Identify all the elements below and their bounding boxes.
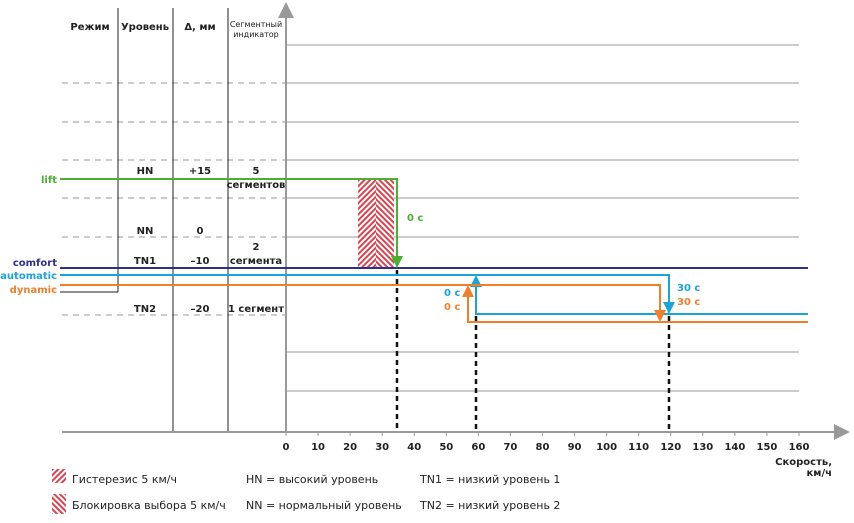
cell: –20 (191, 304, 210, 315)
x-tick-label: 30 (375, 442, 389, 453)
timer: 30 с (677, 283, 700, 294)
legend-text: TN1 = низкий уровень 1 (419, 473, 560, 486)
legend-text: Гистерезис 5 км/ч (72, 473, 177, 486)
cell: 0 (197, 226, 204, 237)
x-tick-label: 110 (628, 442, 649, 453)
cell: +15 (189, 166, 211, 177)
mode-labels: lift comfort automatic dynamic (0, 175, 57, 296)
timer: 0 с (444, 302, 460, 313)
mode-label: dynamic (10, 285, 57, 296)
headers: Режим Уровень Δ, мм Сегментный индикатор (70, 20, 282, 39)
x-ticks: 0 10 20 30 40 50 60 70 80 90 100 110 120 130 140 150 160 (283, 432, 810, 453)
axis-label: км/ч (807, 468, 832, 479)
cell: 5 (253, 166, 260, 177)
cell: HN (137, 166, 154, 177)
timer: 0 с (407, 213, 423, 224)
cell: –10 (191, 256, 210, 267)
legend-swatch (52, 469, 66, 483)
x-tick-label: 50 (439, 442, 453, 453)
x-tick-label: 0 (283, 442, 290, 453)
table-lines (60, 8, 229, 432)
x-tick-label: 40 (407, 442, 421, 453)
axis-label: Скорость, (775, 457, 832, 468)
x-tick-label: 90 (568, 442, 582, 453)
x-tick-label: 150 (757, 442, 778, 453)
mode-label: comfort (13, 258, 57, 269)
x-tick-label: 10 (311, 442, 325, 453)
x-tick-label: 60 (471, 442, 485, 453)
legend-text: Блокировка выбора 5 км/ч (72, 499, 226, 512)
cell: TN1 (134, 256, 156, 267)
cell: TN2 (134, 304, 156, 315)
x-tick-label: 70 (503, 442, 517, 453)
x-tick-label: 100 (596, 442, 617, 453)
legend-swatch (52, 494, 66, 514)
rows: HN +15 5 сегментов NN 0 TN1 –10 2 сегмен… (134, 166, 285, 315)
header: Сегментный (230, 20, 282, 29)
header: Режим (70, 22, 109, 33)
timer: 0 с (444, 288, 460, 299)
x-tick-label: 130 (692, 442, 713, 453)
cell: сегментов (227, 180, 286, 191)
cell: NN (137, 226, 154, 237)
header: Δ, мм (184, 22, 215, 33)
x-tick-label: 20 (343, 442, 357, 453)
dashed-markers (395, 270, 671, 432)
legend-text: TN2 = низкий уровень 2 (419, 499, 560, 512)
x-tick-label: 120 (660, 442, 681, 453)
cell: 1 сегмент (228, 304, 284, 315)
header: Уровень (121, 22, 169, 33)
cell: 2 (253, 242, 260, 253)
lock-area (376, 179, 394, 268)
x-tick-label: 140 (724, 442, 745, 453)
legend: Гистерезис 5 км/ч Блокировка выбора 5 км… (52, 469, 560, 514)
header: индикатор (233, 30, 279, 39)
legend-text: NN = нормальный уровень (246, 499, 402, 512)
timers: 0 с 0 с 0 с 30 с 30 с (407, 213, 700, 313)
hysteresis-area (358, 179, 376, 268)
mode-label: automatic (0, 271, 57, 282)
legend-text: HN = высокий уровень (246, 473, 378, 486)
timer: 30 с (677, 297, 700, 308)
mode-label: lift (41, 175, 57, 186)
mode-lines (60, 178, 808, 323)
x-tick-label: 80 (536, 442, 550, 453)
cell: сегмента (230, 256, 282, 267)
x-tick-label: 160 (789, 442, 810, 453)
